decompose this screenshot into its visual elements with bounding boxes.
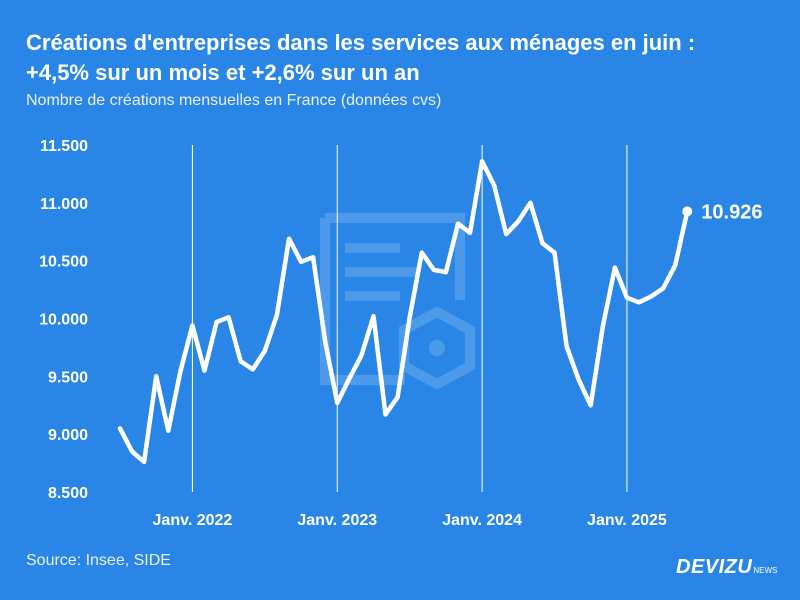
y-tick-label: 11.500 bbox=[40, 138, 88, 155]
y-tick-label: 9.500 bbox=[48, 369, 88, 386]
brand-suffix: NEWS bbox=[753, 566, 778, 575]
last-point-marker bbox=[682, 206, 693, 217]
y-tick-label: 10.500 bbox=[39, 254, 88, 271]
y-tick-label: 11.000 bbox=[40, 196, 88, 213]
y-tick-label: 10.000 bbox=[39, 312, 88, 329]
x-axis: Janv. 2022 Janv. 2023 Janv. 2024 Janv. 2025 bbox=[153, 512, 667, 529]
x-tick-label: Janv. 2025 bbox=[587, 512, 667, 529]
series-line bbox=[117, 158, 690, 465]
x-tick-label: Janv. 2023 bbox=[297, 512, 377, 529]
last-value-label: 10.926 bbox=[701, 201, 762, 223]
x-tick-label: Janv. 2022 bbox=[153, 512, 233, 529]
chart-subtitle: Nombre de créations mensuelles en France… bbox=[26, 92, 442, 109]
chart-title: Créations d'entreprises dans les service… bbox=[26, 28, 786, 88]
document-watermark-icon bbox=[320, 213, 475, 390]
chart-title-line1: Créations d'entreprises dans les service… bbox=[26, 30, 696, 55]
x-tick-label: Janv. 2024 bbox=[442, 512, 522, 529]
y-axis: 8.500 9.000 9.500 10.000 10.500 11.000 11.500 bbox=[39, 138, 88, 502]
source-note: Source: Insee, SIDE bbox=[26, 552, 171, 569]
brand-name: DEVIZU bbox=[676, 556, 753, 578]
y-tick-label: 8.500 bbox=[48, 485, 88, 502]
y-tick-label: 9.000 bbox=[48, 427, 88, 444]
vertical-gridlines bbox=[191, 145, 628, 492]
chart-title-line2: +4,5% sur un mois et +2,6% sur un an bbox=[26, 60, 420, 85]
brand-logo: DEVIZUNEWS bbox=[676, 556, 777, 579]
